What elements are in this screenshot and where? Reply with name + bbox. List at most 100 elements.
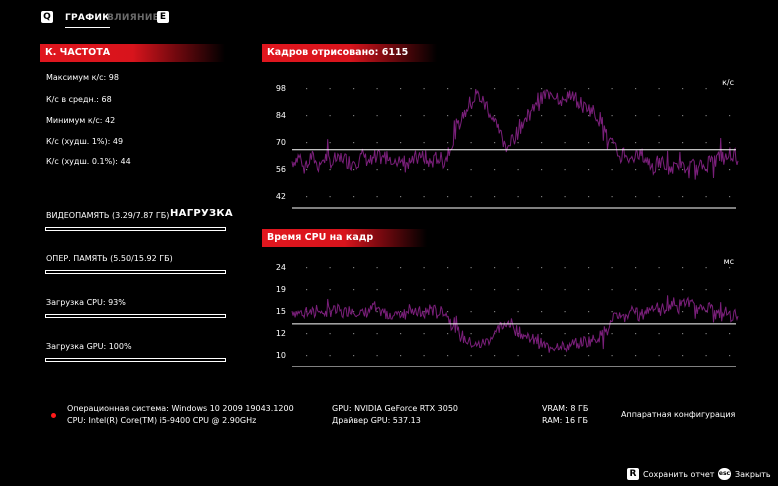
- grid-dot: [517, 333, 519, 335]
- driver-info: Драйвер GPU: 537.13: [332, 416, 421, 425]
- load-title: НАГРУЗКА: [170, 208, 233, 219]
- y-tick-label: 12: [276, 329, 286, 338]
- grid-dot: [564, 169, 566, 171]
- grid-dot: [588, 289, 590, 291]
- grid-dot: [400, 88, 402, 90]
- grid-dot: [376, 115, 378, 117]
- close-button[interactable]: esc Закрыть: [718, 468, 771, 480]
- tab-prev-key[interactable]: Q: [41, 11, 53, 23]
- tab-influence[interactable]: ВЛИЯНИЕ: [107, 13, 160, 23]
- grid-dot: [470, 115, 472, 117]
- grid-dot: [494, 289, 496, 291]
- cpu-load-label: Загрузка CPU: 93%: [46, 298, 126, 307]
- cpu-info: CPU: Intel(R) Core(TM) i5-9400 CPU @ 2.9…: [67, 416, 257, 425]
- grid-dot: [353, 196, 355, 198]
- grid-dot: [376, 289, 378, 291]
- grid-dot: [447, 333, 449, 335]
- grid-dot: [306, 267, 308, 269]
- grid-dot: [635, 267, 637, 269]
- grid-dot: [705, 311, 707, 313]
- grid-dot: [517, 289, 519, 291]
- tab-graph[interactable]: ГРАФИК: [65, 13, 110, 28]
- grid-dot: [705, 88, 707, 90]
- grid-dot: [353, 88, 355, 90]
- grid-dot: [564, 115, 566, 117]
- grid-dot: [353, 311, 355, 313]
- y-unit-label: к/с: [722, 78, 734, 87]
- grid-dot: [564, 142, 566, 144]
- grid-dot: [447, 142, 449, 144]
- grid-dot: [400, 115, 402, 117]
- grid-dot: [400, 289, 402, 291]
- grid-dot: [376, 142, 378, 144]
- grid-dot: [353, 142, 355, 144]
- grid-dot: [729, 88, 731, 90]
- grid-dot: [423, 333, 425, 335]
- grid-dot: [611, 311, 613, 313]
- grid-dot: [588, 88, 590, 90]
- save-report-button[interactable]: R Сохранить отчет: [627, 468, 714, 480]
- ram-label: ОПЕР. ПАМЯТЬ (5.50/15.92 ГБ): [46, 254, 173, 263]
- grid-dot: [564, 267, 566, 269]
- grid-dot: [494, 355, 496, 357]
- grid-dot: [658, 88, 660, 90]
- frames-chart-header: Кадров отрисовано: 6115: [262, 44, 437, 62]
- grid-dot: [564, 333, 566, 335]
- grid-dot: [517, 196, 519, 198]
- grid-dot: [376, 267, 378, 269]
- grid-dot: [306, 169, 308, 171]
- grid-dot: [517, 88, 519, 90]
- grid-dot: [729, 289, 731, 291]
- grid-dot: [658, 311, 660, 313]
- grid-dot: [306, 355, 308, 357]
- grid-dot: [423, 355, 425, 357]
- fps-max: Максимум к/с: 98: [46, 73, 119, 82]
- cpu-chart-title: Время CPU на кадр: [267, 232, 374, 243]
- fps-low-1: К/с (худш. 1%): 49: [46, 137, 124, 146]
- ram-bar: [45, 270, 226, 274]
- grid-dot: [423, 142, 425, 144]
- grid-dot: [494, 267, 496, 269]
- grid-dot: [329, 196, 331, 198]
- grid-dot: [470, 289, 472, 291]
- grid-dot: [682, 88, 684, 90]
- y-tick-label: 19: [276, 285, 286, 294]
- fps-panel-title: К. ЧАСТОТА: [45, 47, 111, 58]
- tab-next-key[interactable]: E: [157, 11, 169, 23]
- grid-dot: [588, 142, 590, 144]
- grid-dot: [564, 311, 566, 313]
- grid-dot: [400, 267, 402, 269]
- fps-panel-header: К. ЧАСТОТА: [40, 44, 225, 62]
- grid-dot: [329, 267, 331, 269]
- grid-dot: [447, 88, 449, 90]
- grid-dot: [376, 169, 378, 171]
- gpu-load-bar: [45, 358, 226, 362]
- grid-dot: [729, 169, 731, 171]
- grid-dot: [705, 196, 707, 198]
- vram-bar: [45, 227, 226, 231]
- grid-dot: [682, 355, 684, 357]
- grid-dot: [423, 196, 425, 198]
- grid-dot: [705, 333, 707, 335]
- grid-dot: [564, 355, 566, 357]
- save-key-icon: R: [627, 468, 639, 480]
- grid-dot: [470, 142, 472, 144]
- grid-dot: [729, 333, 731, 335]
- grid-dot: [329, 333, 331, 335]
- grid-dot: [376, 88, 378, 90]
- y-tick-label: 10: [276, 351, 286, 360]
- grid-dot: [682, 196, 684, 198]
- grid-dot: [541, 88, 543, 90]
- grid-dot: [611, 289, 613, 291]
- grid-dot: [635, 355, 637, 357]
- grid-dot: [729, 267, 731, 269]
- hardware-config-link[interactable]: Аппаратная конфигурация: [621, 410, 736, 419]
- grid-dot: [423, 267, 425, 269]
- grid-dot: [494, 88, 496, 90]
- grid-dot: [705, 142, 707, 144]
- grid-dot: [400, 311, 402, 313]
- grid-dot: [541, 196, 543, 198]
- grid-dot: [658, 289, 660, 291]
- grid-dot: [400, 333, 402, 335]
- grid-dot: [423, 311, 425, 313]
